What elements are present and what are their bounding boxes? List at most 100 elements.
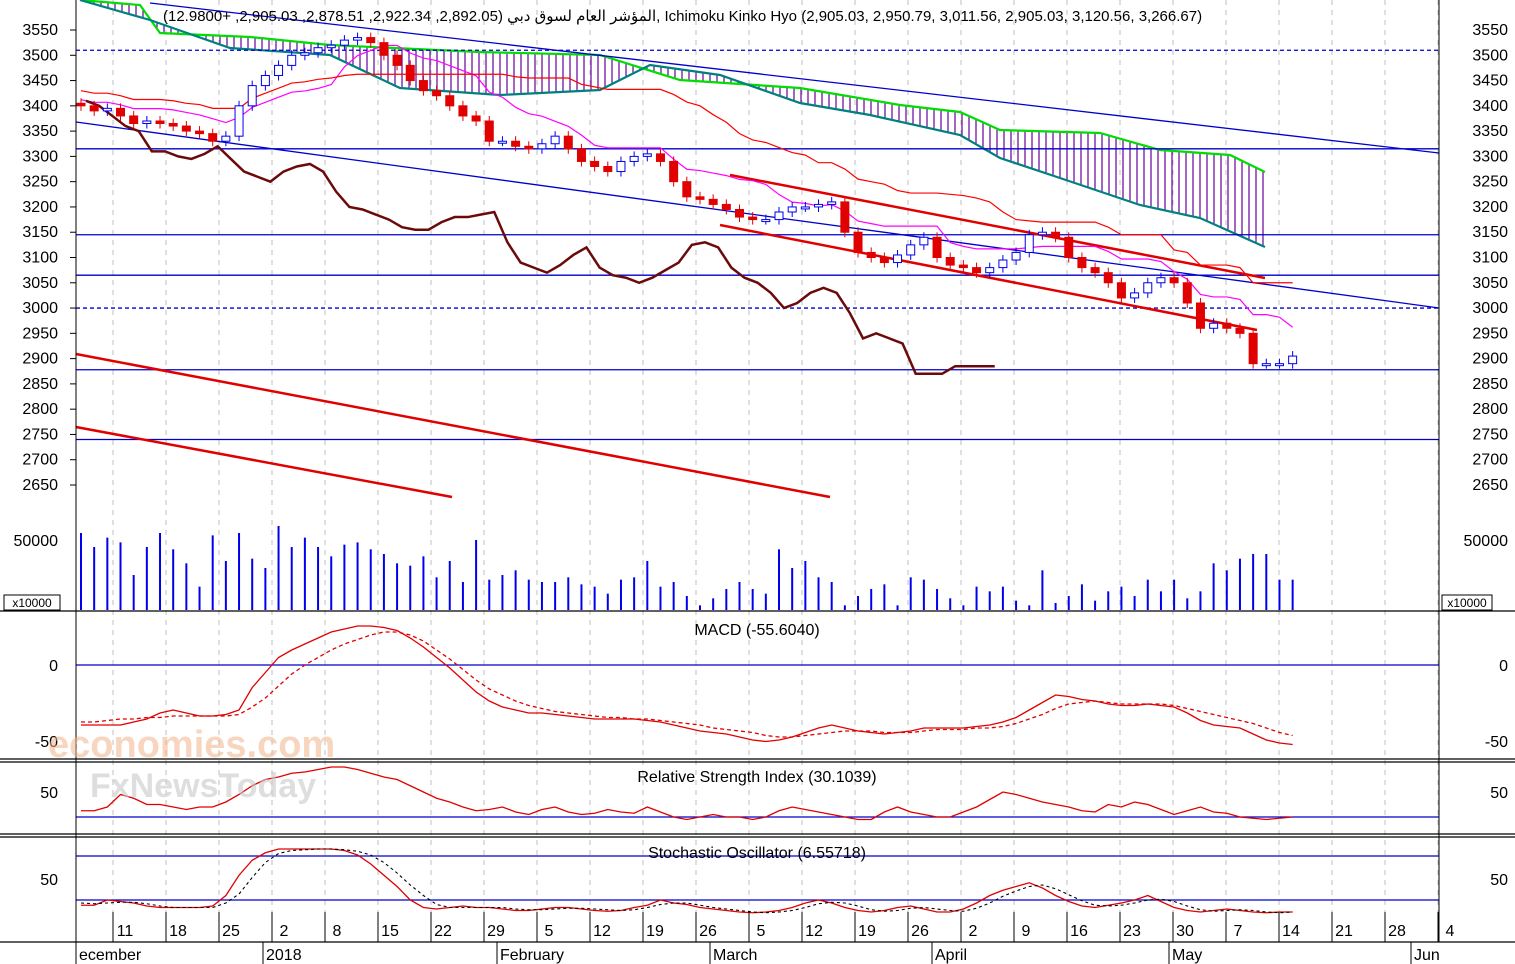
candle-body [616,160,626,173]
x-day-label: 29 [487,923,505,940]
stoch-k-line [81,848,1293,914]
macd-tick-left: -50 [35,734,58,751]
price-tick-left: 3100 [22,250,58,267]
candle-body [721,203,731,210]
x-day-label: 4 [1446,923,1455,940]
trend-line-1 [149,2,1440,154]
price-tick-left: 2750 [22,426,58,443]
candle-body [379,42,389,56]
volume-tick-right: 50000 [1464,533,1509,550]
price-tick-right: 3450 [1472,73,1508,90]
candle-body [76,102,86,107]
candle-body [155,120,165,125]
candle-body [234,105,244,137]
candle-body [339,39,349,46]
trend-lines [75,2,1440,499]
axis-ticks: 3550 3550 3500 3500 3450 3450 3400 3400 3350 3350… [14,22,1509,889]
candle-body [221,135,231,142]
x-day-label: 15 [381,923,399,940]
candle-body [893,254,903,264]
candle-body [1024,234,1034,253]
candles [76,32,1298,369]
x-month-label: ecember [79,947,142,964]
candle-body [827,201,837,205]
candle-body [129,115,139,125]
price-tick-left: 3300 [22,148,58,165]
candle-body [1209,322,1219,329]
stoch-tick-right: 50 [1490,872,1508,889]
volume-multiplier-box-right [1441,594,1493,611]
candle-body [208,133,218,142]
candle-body [682,181,692,198]
price-tick-right: 2650 [1472,477,1508,494]
candle-body [787,206,797,213]
volume-multiplier-left: x10000 [12,596,52,610]
candle-body [353,37,363,41]
price-tick-right: 3150 [1472,224,1508,241]
rsi-title: Relative Strength Index (30.1039) [637,769,876,786]
rsi-panel [76,766,1439,821]
trend-line-2 [729,173,1266,280]
price-tick-right: 3350 [1472,123,1508,140]
x-month-label: May [1172,947,1202,964]
price-tick-left: 2650 [22,477,58,494]
x-day-label: 7 [1234,923,1243,940]
price-tick-right: 2900 [1472,351,1508,368]
candle-body [1248,332,1258,365]
candle-body [1156,277,1166,284]
x-axis: 11 18 25 2 8 15 22 29 5 12 19 26 5 12 19 26 2 9 16 23 30 7 14 2… [75,912,1455,964]
trend-line-3 [719,223,1258,332]
price-tick-right: 2700 [1472,452,1508,469]
candle-body [471,115,481,122]
price-tick-left: 3550 [22,22,58,39]
candle-body [932,236,942,258]
candle-body [1182,282,1192,304]
projected-trend-line-0 [75,352,831,499]
price-tick-left: 3150 [22,224,58,241]
stoch-tick-left: 50 [40,872,58,889]
candle-body [1090,267,1100,274]
x-day-label: 16 [1070,923,1088,940]
macd-tick-right: -50 [1485,734,1508,751]
candle-body [1288,355,1298,365]
ichimoku-cloud [79,0,1266,249]
price-tick-right: 2950 [1472,325,1508,342]
price-tick-right: 3100 [1472,250,1508,267]
price-tick-left: 3000 [22,300,58,317]
candle-body [1037,231,1047,236]
candle-body [879,257,889,264]
candle-body [102,107,112,112]
x-day-label: 26 [911,923,929,940]
candle-body [576,148,586,162]
candle-body [774,211,784,221]
macd-signal-line [81,631,1293,738]
x-day-label: 18 [169,923,187,940]
candle-body [985,267,995,274]
x-day-label: 5 [545,923,554,940]
candle-body [906,244,916,256]
price-tick-right: 2800 [1472,401,1508,418]
candle-body [1274,363,1284,367]
panel-frames [0,0,1515,943]
candle-body [300,52,310,56]
rsi-tick-right: 50 [1490,785,1508,802]
candle-body [1064,236,1074,258]
price-tick-left: 3400 [22,98,58,115]
senkou-span-a [79,0,1266,173]
volume-bars [80,526,1294,610]
horizontal-levels [76,49,1439,441]
candle-body [313,47,323,54]
candle-body [445,95,455,107]
x-month-label: April [935,947,967,964]
candle-body [629,155,639,162]
trend-line-0 [75,121,1440,309]
price-tick-left: 2800 [22,401,58,418]
candle-body [669,160,679,183]
candle-body [524,145,534,150]
price-tick-right: 3300 [1472,148,1508,165]
candle-body [432,90,442,97]
kijun-sen-line [80,73,1293,284]
tenkan-sen-line [80,44,1294,328]
candle-body [366,37,376,44]
candle-body [590,160,600,167]
